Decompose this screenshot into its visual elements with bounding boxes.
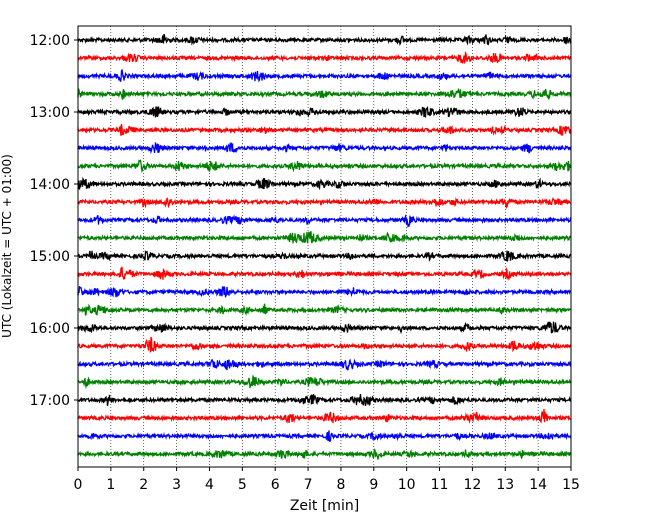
trace	[77, 249, 572, 262]
x-axis-label: Zeit [min]	[290, 498, 359, 514]
x-tick-label: 7	[304, 477, 313, 493]
y-tick-label: 12:00	[30, 33, 70, 49]
x-tick-label: 4	[205, 477, 214, 493]
y-axis-label: UTC (Lokalzeit = UTC + 01:00)	[0, 154, 14, 338]
trace	[77, 123, 572, 136]
trace	[77, 142, 572, 155]
y-tick-label: 13:00	[30, 105, 70, 121]
y-tick-label: 17:00	[30, 393, 70, 409]
trace	[77, 231, 572, 244]
trace	[77, 336, 572, 353]
trace	[77, 303, 572, 316]
plot-frame	[77, 25, 572, 468]
traces	[77, 33, 572, 460]
trace	[77, 68, 572, 83]
trace	[77, 50, 572, 65]
trace	[77, 266, 572, 281]
x-tick-label: 8	[336, 477, 345, 493]
trace	[77, 448, 572, 460]
y-tick-label: 16:00	[30, 321, 70, 337]
x-tick-label: 3	[172, 477, 181, 493]
x-tick-label: 9	[369, 477, 378, 493]
trace	[77, 286, 572, 299]
x-tick-label: 10	[398, 477, 416, 493]
x-tick-label: 13	[496, 477, 514, 493]
trace	[77, 408, 572, 424]
x-axis: 0 1 2 3 4 5 6 7 8 9 10 11 12 13 14 15	[74, 467, 580, 493]
x-tick-label: 5	[238, 477, 247, 493]
y-tick-label: 14:00	[30, 177, 70, 193]
x-tick-label: 15	[562, 477, 580, 493]
x-tick-label: 0	[74, 477, 83, 493]
trace	[77, 358, 572, 371]
x-tick-label: 11	[431, 477, 449, 493]
plot-background	[78, 26, 571, 467]
trace	[77, 176, 572, 191]
trace	[77, 213, 572, 229]
x-tick-label: 14	[529, 477, 547, 493]
y-axis: 12:00 13:00 14:00 15:00 16:00 17:00	[30, 33, 78, 409]
trace	[77, 196, 572, 210]
trace	[77, 375, 572, 390]
trace	[77, 105, 572, 119]
trace	[77, 430, 572, 442]
x-tick-label: 12	[463, 477, 481, 493]
x-tick-label: 2	[139, 477, 148, 493]
x-tick-label: 1	[106, 477, 115, 493]
trace	[77, 393, 572, 407]
trace	[77, 321, 572, 335]
trace	[77, 33, 572, 46]
trace	[77, 87, 572, 101]
y-tick-label: 15:00	[30, 249, 70, 265]
x-tick-label: 6	[271, 477, 280, 493]
trace	[77, 159, 572, 174]
